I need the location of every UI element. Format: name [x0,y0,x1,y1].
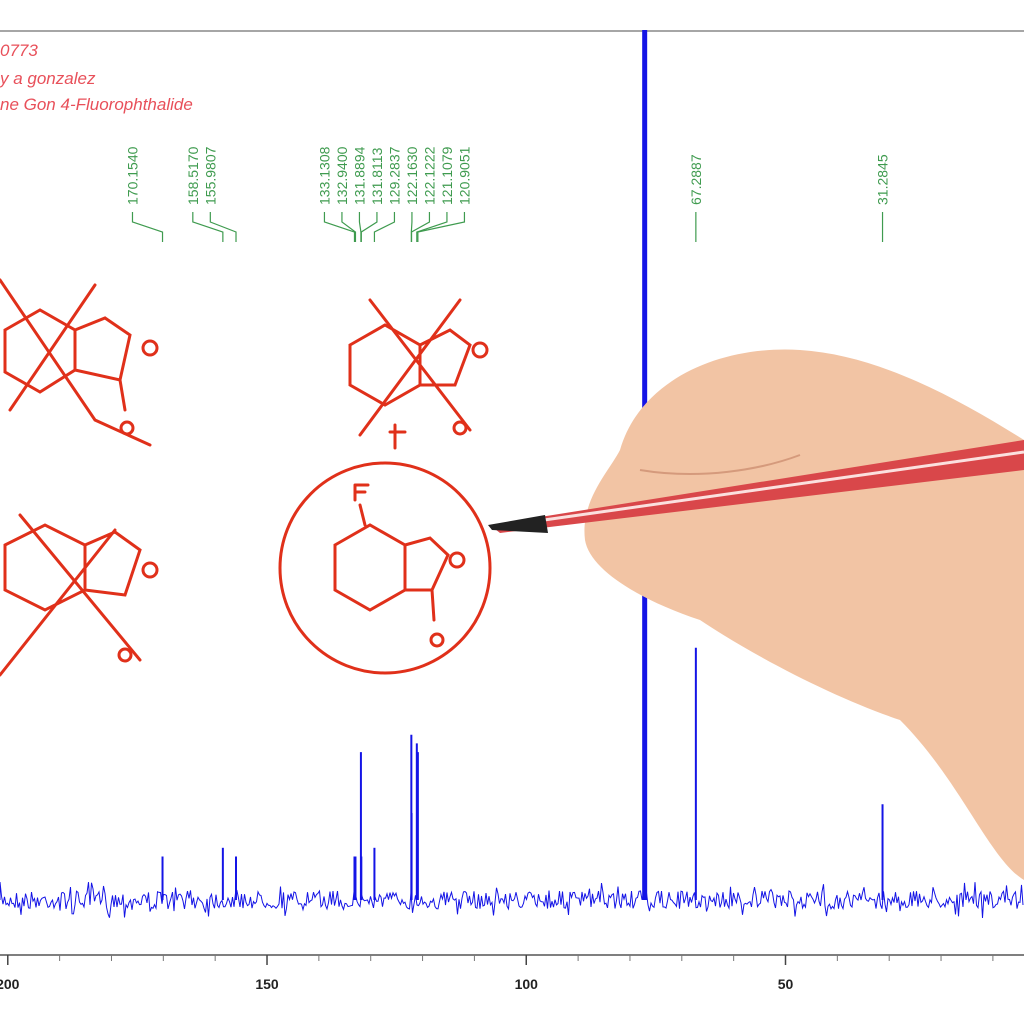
label-leader [323,212,356,242]
peak-label: 131.8113 [369,147,385,205]
label-leader [341,212,357,242]
pen-tip [488,515,548,533]
x-tick-label: 150 [255,976,279,992]
hand-drawing [0,278,492,677]
noise [0,881,1024,919]
x-tick-label: 100 [515,976,539,992]
peak-label: 121.1079 [439,146,455,205]
x-tick-label: 50 [778,976,794,992]
peak-label: 129.2837 [386,146,402,205]
peak-label: 122.1222 [421,146,437,205]
label-leader [192,212,224,242]
peak-label: 170.1540 [124,146,140,205]
finger-line [639,454,801,475]
peak-label: 131.8894 [351,146,367,205]
peak-label: 120.9051 [456,146,472,205]
peak-label: 155.9807 [202,146,218,205]
annotation: ne Gon 4-Fluorophthalide [0,95,193,114]
label-leader [416,212,448,242]
label-leader [209,212,237,242]
plot: 170.1540 158.5170 155.9807 133.1308 132.9400… [0,30,1024,992]
pen-stripe [529,450,1024,524]
peak-label: 133.1308 [316,146,332,205]
label-leader [417,212,466,242]
peak-label: 158.5170 [185,146,201,205]
label-leader [360,212,378,242]
x-tick-label: 200 [0,976,20,992]
label-leader [410,212,431,242]
label-leader [358,212,362,242]
annotation: 0773 [0,41,38,60]
peak-label: 122.1630 [404,146,420,205]
label-leader [373,212,396,242]
peak-label: 132.9400 [334,146,350,205]
label-leader [131,212,164,242]
peak-label: 31.2845 [875,154,891,205]
hand [488,349,1024,880]
annotation: y a gonzalez [0,69,96,88]
peak-label: 67.2887 [688,154,704,205]
hand-shape [584,349,1024,880]
